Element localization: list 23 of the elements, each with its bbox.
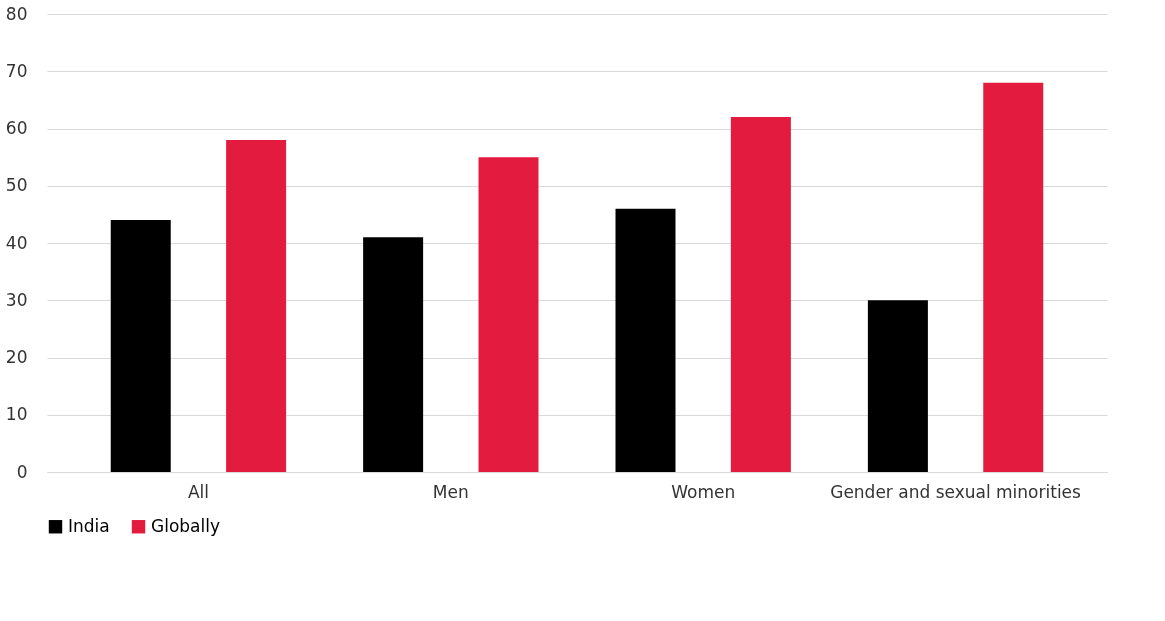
y-tick-label: 50	[5, 175, 28, 196]
bar	[730, 117, 791, 472]
y-tick-label: 20	[5, 347, 28, 367]
bar	[110, 220, 171, 472]
y-tick-label: 0	[16, 461, 28, 482]
x-tick-label: All	[187, 481, 209, 502]
bar	[478, 157, 539, 472]
y-tick-label: 40	[5, 232, 28, 253]
legend-label: Globally	[151, 515, 221, 536]
y-tick-label: 30	[5, 289, 28, 310]
y-tick-label: 80	[5, 3, 28, 24]
bar	[226, 139, 287, 472]
legend-label: India	[68, 515, 110, 536]
x-tick-label: Gender and sexual minorities	[830, 481, 1082, 502]
bar	[363, 237, 424, 472]
bar	[867, 300, 928, 472]
bar	[983, 82, 1044, 472]
y-tick-label: 60	[5, 118, 28, 138]
x-tick-label: Women	[671, 481, 736, 502]
x-tick-label: Men	[432, 481, 469, 502]
y-tick-label: 70	[5, 60, 28, 81]
y-tick-label: 10	[5, 404, 28, 425]
bar	[615, 208, 676, 472]
